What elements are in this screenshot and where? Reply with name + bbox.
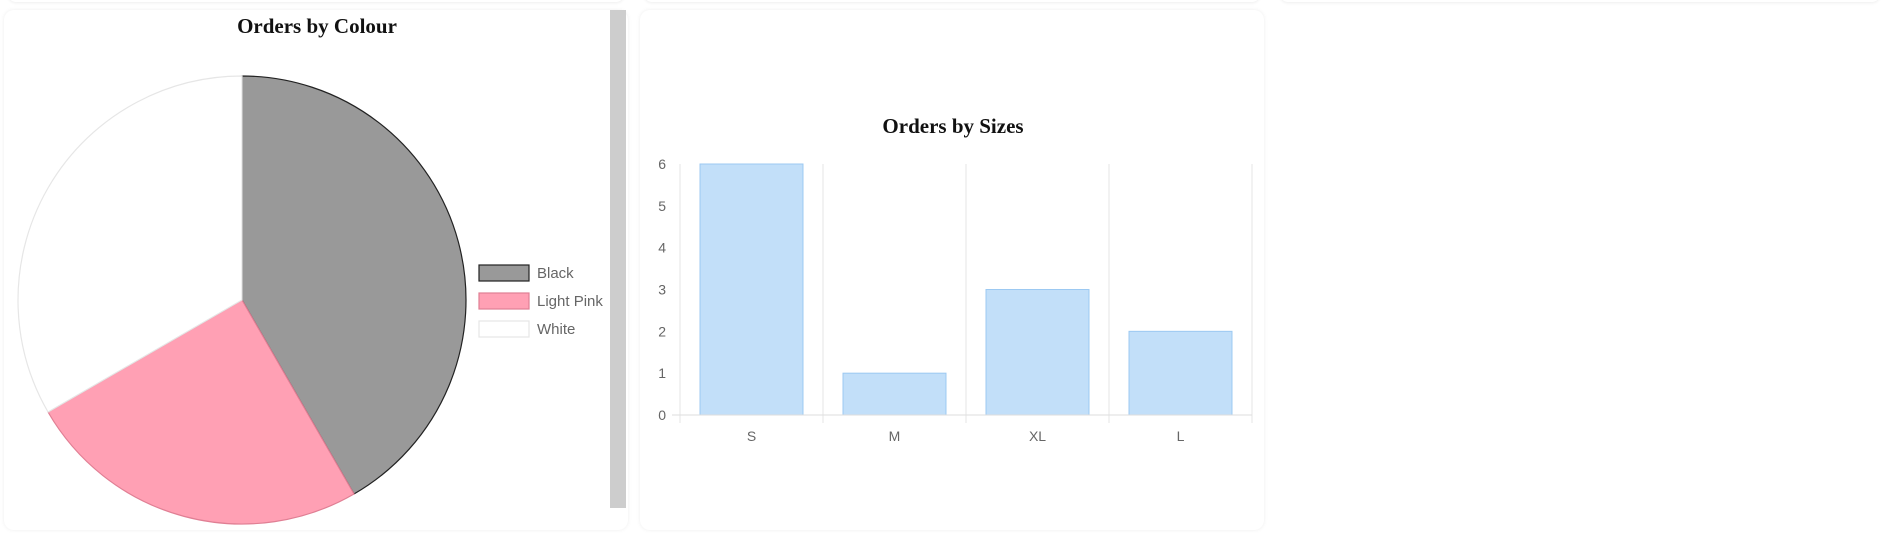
bar-bars [699,163,1233,416]
y-tick-label: 6 [658,156,666,172]
legend-swatch[interactable] [478,264,530,282]
pie-slice-black[interactable] [241,75,467,495]
bar-xl[interactable] [985,289,1090,416]
y-tick-label: 4 [658,240,666,256]
x-tick-label: M [889,428,901,444]
legend-swatch[interactable] [478,320,530,338]
bar-l[interactable] [1128,330,1233,416]
legend-label[interactable]: White [537,321,575,338]
colour-chart-card: Orders by Colour Black Light Pink White [4,10,628,530]
y-tick-label: 1 [658,365,666,381]
pie-slices [17,75,467,525]
y-tick-label: 5 [658,198,666,214]
card-edge [644,0,1260,2]
x-tick-label: XL [1029,428,1046,444]
bar-m[interactable] [842,372,947,416]
pie-legend[interactable]: Black Light Pink White [478,264,603,338]
bar-s[interactable] [699,163,804,416]
y-tick-label: 0 [658,407,666,423]
bar-axes: 0 1 2 3 4 5 6 S M XL L [658,156,1252,444]
sizes-chart-card: Orders by Sizes 0 1 2 3 4 5 6 S M XL L [640,10,1264,530]
card-edge [1280,0,1880,2]
pie-slice-light-pink[interactable] [47,299,355,525]
card-edge [8,0,624,2]
scrollbar[interactable] [610,10,626,508]
chart-title: Orders by Sizes [882,114,1023,138]
y-tick-label: 3 [658,282,666,298]
x-tick-label: S [747,428,756,444]
legend-label[interactable]: Light Pink [537,293,603,310]
x-tick-label: L [1177,428,1185,444]
sizes-bar-chart: Orders by Sizes 0 1 2 3 4 5 6 S M XL L [658,114,1253,444]
legend-swatch[interactable] [478,292,530,310]
chart-title: Orders by Colour [237,14,397,38]
legend-label[interactable]: Black [537,265,574,282]
bar-grid [679,164,1253,423]
colour-pie-chart: Orders by Colour Black Light Pink White [17,14,603,525]
y-tick-label: 2 [658,323,666,339]
pie-slice-white[interactable] [17,75,243,413]
